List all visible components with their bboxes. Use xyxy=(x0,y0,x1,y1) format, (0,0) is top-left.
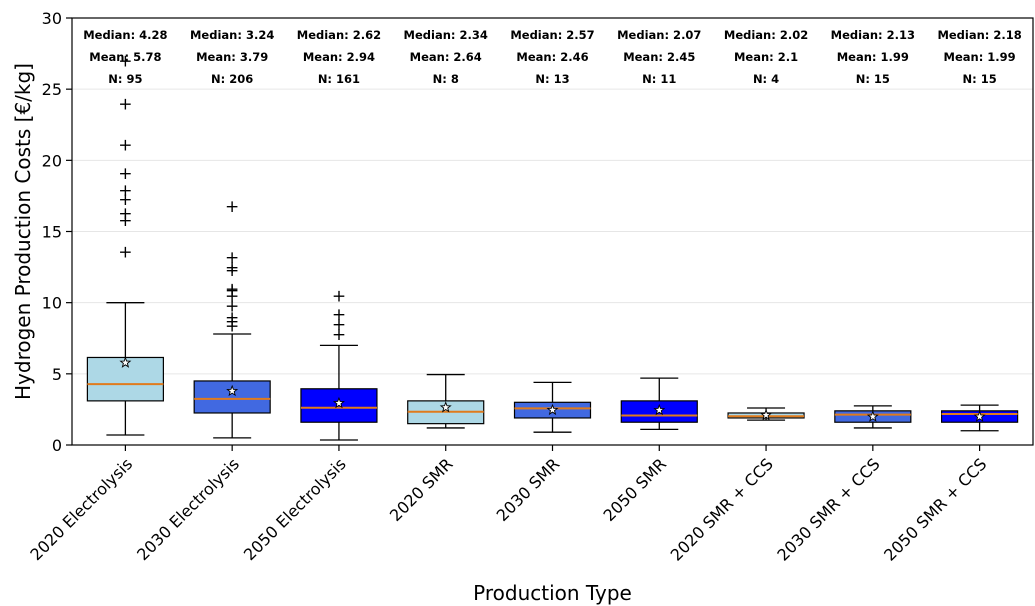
mean-annotation: Mean: 1.99 xyxy=(944,50,1016,64)
x-tick-label: 2030 SMR + CCS xyxy=(773,454,883,564)
x-tick-label: 2030 Electrolysis xyxy=(133,454,243,564)
mean-annotation: Mean: 2.1 xyxy=(734,50,798,64)
outlier-point: + xyxy=(225,279,239,299)
median-annotation: Median: 2.57 xyxy=(510,28,594,42)
x-tick-label: 2020 SMR xyxy=(386,454,457,525)
count-annotation: N: 11 xyxy=(642,72,676,86)
median-annotation: Median: 2.02 xyxy=(724,28,808,42)
box-plot-series: ++++++++++++++++++++++++ xyxy=(86,52,1019,441)
x-tick-label: 2050 Electrolysis xyxy=(240,454,350,564)
count-annotation: N: 13 xyxy=(535,72,569,86)
mean-marker xyxy=(119,356,132,368)
outlier-point: + xyxy=(118,136,132,156)
mean-annotation: Mean: 2.64 xyxy=(410,50,482,64)
y-tick-label: 10 xyxy=(42,294,62,313)
mean-annotation: Mean: 1.99 xyxy=(837,50,909,64)
box-6 xyxy=(620,377,698,430)
box-9 xyxy=(941,404,1019,432)
x-tick-label: 2030 SMR xyxy=(493,454,564,525)
outlier-point: + xyxy=(225,258,239,278)
outlier-point: + xyxy=(225,248,239,268)
y-tick-label: 25 xyxy=(42,80,62,99)
outlier-point: + xyxy=(332,305,346,325)
median-annotation: Median: 2.18 xyxy=(937,28,1021,42)
mean-marker xyxy=(653,403,666,416)
mean-marker xyxy=(760,408,773,421)
x-tick-label: 2050 SMR xyxy=(599,454,670,525)
outlier-point: + xyxy=(118,164,132,184)
median-annotation: Median: 4.28 xyxy=(83,28,167,42)
count-annotation: N: 4 xyxy=(753,72,779,86)
box-5 xyxy=(513,381,592,433)
box-2: +++++++++++ xyxy=(193,197,271,439)
mean-annotation: Mean: 5.78 xyxy=(89,50,161,64)
x-tick-label: 2020 SMR + CCS xyxy=(667,454,777,564)
outlier-point: + xyxy=(332,315,346,335)
median-annotation: Median: 2.07 xyxy=(617,28,701,42)
count-annotation: N: 161 xyxy=(318,72,360,86)
outlier-point: + xyxy=(225,308,239,328)
median-annotation: Median: 2.62 xyxy=(297,28,381,42)
mean-marker xyxy=(546,403,559,416)
median-annotation: Median: 2.13 xyxy=(831,28,915,42)
y-axis-title: Hydrogen Production Costs [€/kg] xyxy=(11,63,35,400)
y-tick-label: 0 xyxy=(52,436,62,455)
box-stats-annotations: Median: 4.28 Mean: 5.78 N: 95 Median: 3.24 M… xyxy=(83,28,1022,86)
outlier-point: + xyxy=(118,94,132,114)
x-axis-title: Production Type xyxy=(473,581,632,605)
mean-annotation: Mean: 2.46 xyxy=(516,50,588,64)
box-7 xyxy=(727,407,805,421)
y-tick-label: 20 xyxy=(42,151,62,170)
mean-annotation: Mean: 2.94 xyxy=(303,50,375,64)
y-tick-label: 15 xyxy=(42,223,62,242)
count-annotation: N: 95 xyxy=(108,72,142,86)
x-tick-label: 2050 SMR + CCS xyxy=(880,454,990,564)
outlier-point: + xyxy=(225,281,239,301)
outlier-point: + xyxy=(118,181,132,201)
mean-marker xyxy=(226,384,239,397)
outlier-point: + xyxy=(118,242,132,262)
outlier-point: + xyxy=(225,197,239,217)
mean-annotation: Mean: 3.79 xyxy=(196,50,268,64)
outlier-point: + xyxy=(332,325,346,345)
mean-marker xyxy=(866,410,879,422)
outlier-point: + xyxy=(118,52,132,72)
count-annotation: N: 15 xyxy=(856,72,890,86)
mean-marker xyxy=(973,410,986,422)
mean-marker xyxy=(332,396,345,409)
count-annotation: N: 8 xyxy=(433,72,459,86)
median-annotation: Median: 2.34 xyxy=(404,28,488,42)
outlier-point: + xyxy=(118,190,132,210)
outlier-point: + xyxy=(225,316,239,336)
median-annotation: Median: 3.24 xyxy=(190,28,274,42)
box-3: ++++ xyxy=(300,287,378,441)
outlier-point: + xyxy=(225,261,239,281)
y-axis: 0 5 10 15 20 25 30 xyxy=(42,9,72,455)
y-tick-label: 5 xyxy=(52,365,62,384)
box-8 xyxy=(834,405,912,429)
mean-annotation: Mean: 2.45 xyxy=(623,50,695,64)
y-tick-label: 30 xyxy=(42,9,62,28)
count-annotation: N: 15 xyxy=(962,72,996,86)
box-1: +++++++++ xyxy=(86,52,164,436)
outlier-point: + xyxy=(225,297,239,317)
count-annotation: N: 206 xyxy=(211,72,253,86)
box-4 xyxy=(407,373,485,429)
outlier-point: + xyxy=(332,287,346,307)
mean-marker xyxy=(439,401,452,413)
outlier-point: + xyxy=(118,211,132,231)
outlier-point: + xyxy=(118,204,132,224)
outlier-point: + xyxy=(225,312,239,332)
outlier-point: + xyxy=(225,287,239,307)
x-tick-label: 2020 Electrolysis xyxy=(26,454,136,564)
